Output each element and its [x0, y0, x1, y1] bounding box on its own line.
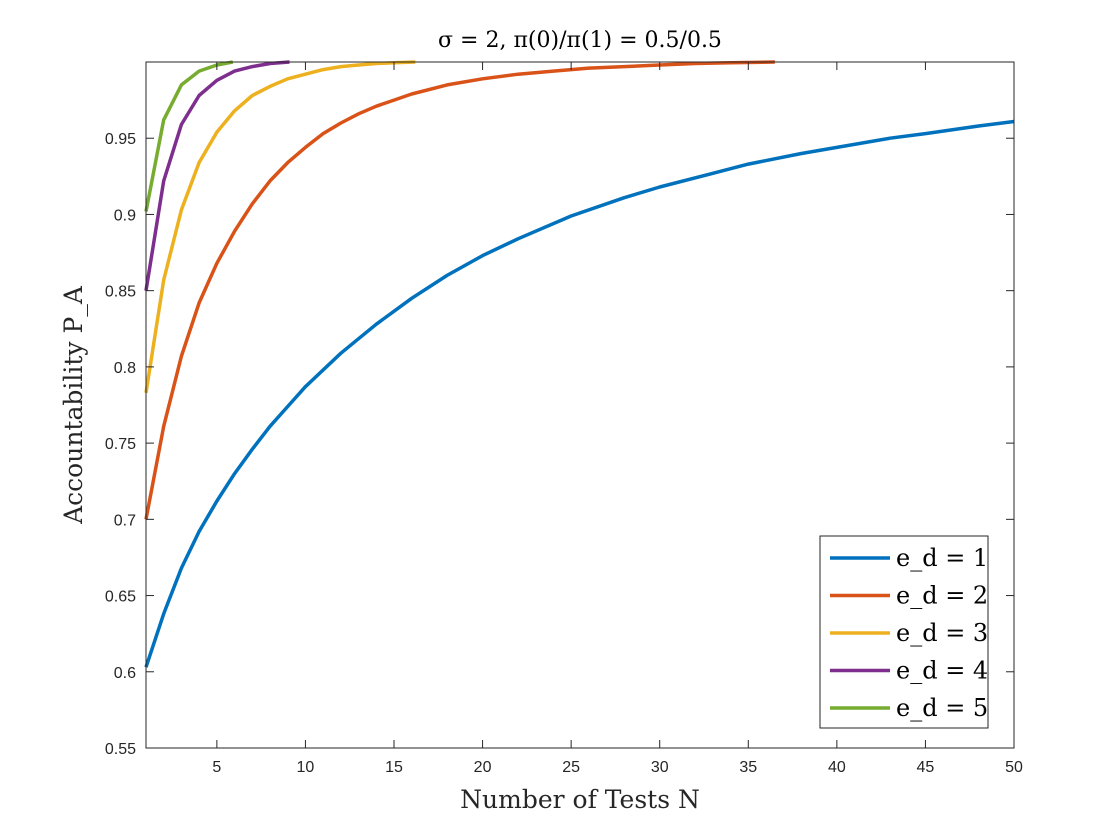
chart-title: σ = 2, π(0)/π(1) = 0.5/0.5 — [438, 28, 722, 53]
legend-entry-2: e_d = 2 — [896, 582, 988, 610]
y-tick-label: 0.7 — [114, 512, 136, 529]
x-tick-label: 35 — [739, 759, 757, 776]
y-tick-label: 0.6 — [114, 665, 136, 682]
series-line-5 — [144, 60, 234, 212]
series-line-4 — [144, 60, 290, 291]
y-tick-label: 0.65 — [105, 589, 136, 606]
x-tick-label: 5 — [212, 759, 221, 776]
y-axis-label: Accountability P_A — [59, 285, 88, 525]
y-tick-label: 0.8 — [114, 360, 136, 377]
legend-entry-5: e_d = 5 — [896, 694, 988, 722]
x-axis-label: Number of Tests N — [460, 785, 700, 814]
ticks-layer: 5 10 15 20 25 30 35 40 45 50 0.55 0.6 0.65 0.7 0.75 0.8… — [105, 62, 1023, 776]
x-tick-label: 40 — [828, 759, 846, 776]
series-line-1 — [144, 119, 1015, 668]
y-tick-label: 0.55 — [105, 741, 136, 758]
x-tick-label: 15 — [385, 759, 403, 776]
x-tick-label: 50 — [1005, 759, 1023, 776]
series-line-2 — [144, 60, 775, 520]
x-tick-label: 45 — [917, 759, 935, 776]
legend-items: e_d = 1 e_d = 2 e_d = 3 e_d = 4 e_d = 5 — [830, 544, 988, 722]
legend: e_d = 1 e_d = 2 e_d = 3 e_d = 4 e_d = 5 — [819, 535, 989, 729]
legend-entry-1: e_d = 1 — [896, 544, 988, 572]
y-tick-label: 0.75 — [105, 436, 136, 453]
y-tick-label: 0.95 — [105, 131, 136, 148]
series-line-3 — [144, 60, 416, 394]
legend-entry-3: e_d = 3 — [896, 619, 988, 647]
x-tick-label: 30 — [651, 759, 669, 776]
y-tick-label: 0.9 — [114, 207, 136, 224]
x-tick-label: 10 — [297, 759, 315, 776]
series-layer — [144, 60, 1015, 668]
x-tick-label: 25 — [562, 759, 580, 776]
legend-entry-4: e_d = 4 — [896, 657, 988, 685]
plot-frame — [145, 61, 1015, 749]
x-tick-label: 20 — [474, 759, 492, 776]
y-tick-label: 0.85 — [105, 284, 136, 301]
